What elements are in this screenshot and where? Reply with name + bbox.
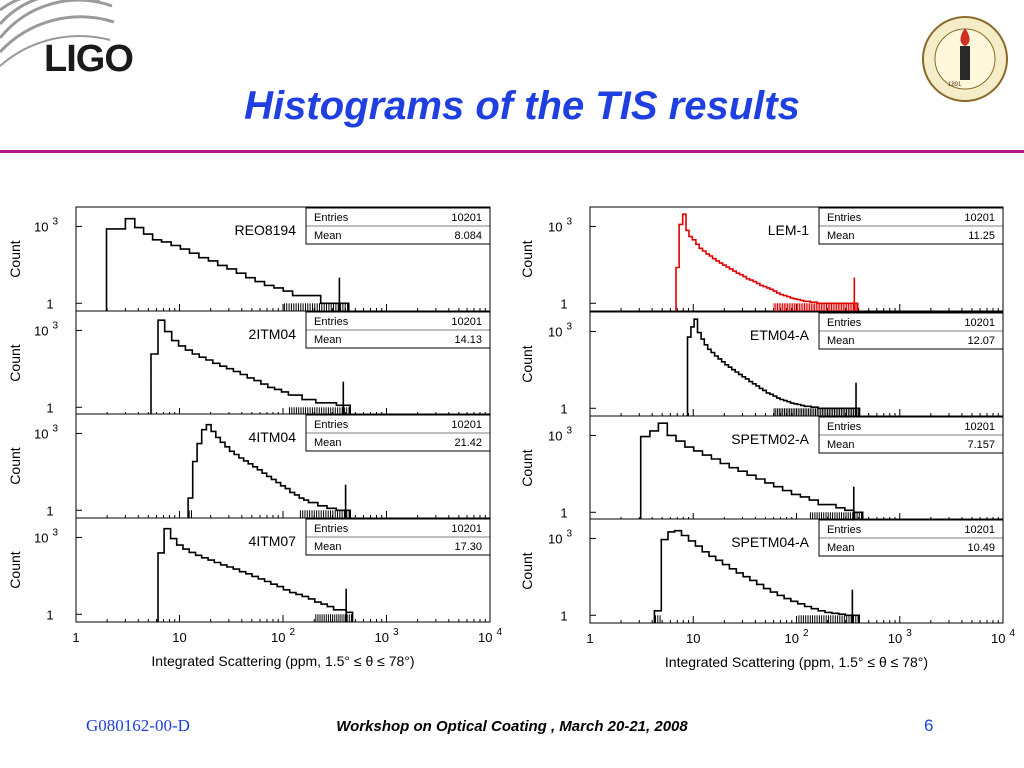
y-tick-label-1000: 10 3 — [548, 216, 572, 234]
histogram-name: LEM-1 — [768, 222, 809, 238]
stats-mean-label: Mean — [314, 437, 342, 449]
x-axis-label: Integrated Scattering (ppm, 1.5° ≤ θ ≤ 7… — [665, 654, 928, 670]
y-tick-label-1: 1 — [46, 400, 53, 415]
y-tick-label-1: 1 — [560, 608, 567, 623]
x-tick-label: 1 — [72, 630, 79, 645]
histogram-name: ETM04-A — [750, 327, 810, 343]
histogram-name: REO8194 — [235, 222, 297, 238]
histogram-name: 2ITM04 — [249, 326, 297, 342]
x-tick-label: 10 2 — [784, 628, 808, 646]
x-tick-label: 1 — [586, 631, 593, 646]
title-divider — [0, 150, 1024, 153]
x-tick-label: 10 3 — [888, 628, 912, 646]
stats-mean-label: Mean — [827, 439, 855, 451]
histogram-name: SPETM02-A — [731, 431, 809, 447]
stats-mean-value: 21.42 — [454, 437, 482, 449]
stats-entries-value: 10201 — [451, 316, 482, 328]
page-number: 6 — [924, 716, 934, 735]
histogram-series-SPETM04-A — [653, 529, 860, 623]
stats-mean-value: 10.49 — [967, 542, 995, 554]
stats-entries-value: 10201 — [964, 421, 995, 433]
event-caption: Workshop on Optical Coating , March 20-2… — [336, 718, 688, 735]
y-tick-label-1: 1 — [46, 296, 53, 311]
histogram-series-4ITM04 — [187, 423, 351, 518]
page-title: Histograms of the TIS results — [244, 84, 800, 128]
y-tick-label-1000: 10 3 — [548, 528, 572, 546]
y-tick-label-1: 1 — [46, 503, 53, 518]
stats-entries-label: Entries — [827, 212, 862, 224]
stats-entries-label: Entries — [314, 316, 349, 328]
x-tick-label: 10 4 — [991, 628, 1015, 646]
y-axis-label: Count — [7, 551, 23, 588]
stats-mean-label: Mean — [827, 230, 855, 242]
stats-entries-label: Entries — [314, 212, 349, 224]
x-tick-label: 10 3 — [374, 627, 398, 645]
x-tick-label: 10 4 — [478, 627, 502, 645]
histogram-series-REO8194 — [105, 217, 350, 311]
x-tick-label: 10 — [686, 631, 700, 646]
stats-mean-value: 7.157 — [967, 439, 995, 451]
y-tick-label-1000: 10 3 — [548, 321, 572, 339]
y-axis-label: Count — [519, 240, 535, 277]
y-tick-label-1: 1 — [560, 401, 567, 416]
histogram-name: 4ITM07 — [249, 533, 297, 549]
y-axis-label: Count — [519, 345, 535, 382]
y-tick-label-1: 1 — [560, 505, 567, 520]
y-axis-label: Count — [7, 344, 23, 381]
stats-entries-value: 10201 — [451, 212, 482, 224]
stats-entries-value: 10201 — [964, 212, 995, 224]
y-axis-label: Count — [519, 552, 535, 589]
ligo-logo: LIGO — [44, 38, 134, 80]
y-axis-label: Count — [7, 447, 23, 484]
stats-entries-value: 10201 — [451, 523, 482, 535]
y-tick-label-1: 1 — [46, 607, 53, 622]
histogram-series-SPETM02-A — [639, 422, 864, 520]
stats-mean-value: 17.30 — [454, 541, 482, 553]
stats-mean-label: Mean — [314, 334, 342, 346]
stats-entries-label: Entries — [827, 524, 862, 536]
stats-entries-value: 10201 — [964, 317, 995, 329]
stats-entries-label: Entries — [827, 317, 862, 329]
stats-mean-label: Mean — [314, 541, 342, 553]
histogram-series-4ITM07 — [157, 527, 354, 622]
ligo-arcs-graphic — [0, 0, 115, 67]
stats-entries-value: 10201 — [451, 419, 482, 431]
y-tick-label-1000: 10 3 — [34, 216, 58, 234]
y-tick-label-1000: 10 3 — [34, 423, 58, 441]
histogram-name: 4ITM04 — [249, 429, 297, 445]
x-tick-label: 10 — [172, 630, 186, 645]
document-id: G080162-00-D — [86, 716, 190, 735]
stats-mean-value: 12.07 — [967, 335, 995, 347]
panel-frame-4ITM04 — [75, 413, 491, 519]
stats-mean-label: Mean — [827, 335, 855, 347]
stats-entries-label: Entries — [314, 419, 349, 431]
stats-mean-label: Mean — [827, 542, 855, 554]
y-tick-label-1: 1 — [560, 296, 567, 311]
y-axis-label: Count — [519, 449, 535, 486]
stats-entries-label: Entries — [314, 523, 349, 535]
histogram-series-2ITM04 — [150, 319, 351, 415]
caltech-seal-icon: 1891 — [922, 16, 1008, 102]
stats-mean-label: Mean — [314, 230, 342, 242]
stats-entries-value: 10201 — [964, 524, 995, 536]
y-axis-label: Count — [7, 240, 23, 277]
y-tick-label-1000: 10 3 — [548, 425, 572, 443]
histogram-series-LEM-1 — [675, 213, 859, 311]
stats-entries-label: Entries — [827, 421, 862, 433]
y-tick-label-1000: 10 3 — [34, 527, 58, 545]
histogram-series-ETM04-A — [686, 318, 861, 416]
x-axis-label: Integrated Scattering (ppm, 1.5° ≤ θ ≤ 7… — [151, 653, 414, 669]
stats-mean-value: 14.13 — [454, 334, 482, 346]
seal-year: 1891 — [948, 82, 962, 88]
histogram-name: SPETM04-A — [731, 534, 809, 550]
stats-mean-value: 8.084 — [454, 230, 482, 242]
x-tick-label: 10 2 — [271, 627, 295, 645]
stats-mean-value: 11.25 — [968, 230, 995, 242]
y-tick-label-1000: 10 3 — [34, 320, 58, 338]
